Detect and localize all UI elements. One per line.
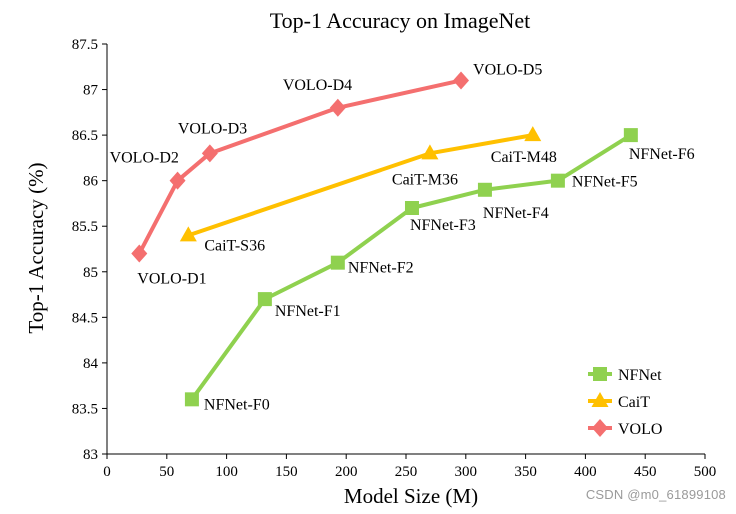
cait-point <box>179 226 197 242</box>
legend-item-nfnet: NFNet <box>588 367 662 384</box>
legend-label: VOLO <box>618 421 662 438</box>
nfnet-point <box>550 173 565 188</box>
legend-label: NFNet <box>618 367 662 384</box>
y-axis-ticks: 83 83.5 84 84.5 85 85.5 86 86.5 87 87.5 <box>72 37 107 463</box>
nfnet-point <box>257 292 272 307</box>
x-tick-label: 0 <box>103 464 111 480</box>
point-label: NFNet-F5 <box>572 174 638 191</box>
legend-item-volo: VOLO <box>588 419 662 438</box>
point-label: CaiT-M48 <box>491 149 557 166</box>
volo-point <box>169 171 186 190</box>
point-label: NFNet-F1 <box>275 303 341 320</box>
legend-swatch-marker <box>591 392 609 407</box>
y-tick-label: 85.5 <box>72 219 98 235</box>
y-tick-label: 84 <box>83 356 99 372</box>
y-tick-label: 87 <box>83 83 99 99</box>
point-label: VOLO-D2 <box>110 150 179 167</box>
watermark: CSDN @m0_61899108 <box>585 487 726 502</box>
x-tick-label: 100 <box>215 464 238 480</box>
volo-series <box>131 71 470 263</box>
x-tick-label: 350 <box>514 464 537 480</box>
legend-swatch-marker <box>592 419 608 437</box>
y-tick-label: 83.5 <box>72 401 98 417</box>
series-layer <box>131 71 638 407</box>
y-tick-label: 84.5 <box>72 310 98 326</box>
point-label: NFNet-F6 <box>629 146 695 163</box>
y-axis-label: Top-1 Accuracy (%) <box>24 162 48 333</box>
nfnet-point <box>477 182 492 197</box>
nfnet-point <box>623 128 638 143</box>
nfnet-point <box>330 255 345 270</box>
x-tick-label: 300 <box>455 464 478 480</box>
x-tick-label: 50 <box>159 464 174 480</box>
x-axis-label: Model Size (M) <box>344 484 478 508</box>
x-tick-label: 450 <box>634 464 657 480</box>
point-label: VOLO-D5 <box>473 61 542 78</box>
volo-point <box>453 71 470 90</box>
point-label: NFNet-F0 <box>204 396 270 413</box>
point-label: VOLO-D4 <box>283 77 352 94</box>
volo-point <box>201 144 218 163</box>
y-tick-label: 85 <box>83 265 98 281</box>
point-label: VOLO-D1 <box>137 271 206 288</box>
nfnet-point <box>184 392 199 407</box>
x-tick-label: 500 <box>694 464 717 480</box>
point-label: NFNet-F2 <box>348 260 414 277</box>
y-tick-label: 86 <box>83 174 99 190</box>
y-tick-label: 86.5 <box>72 128 98 144</box>
nfnet-point <box>404 201 419 215</box>
legend-swatch-marker <box>593 367 607 381</box>
x-tick-label: 150 <box>275 464 298 480</box>
chart-title: Top-1 Accuracy on ImageNet <box>270 8 531 33</box>
cait-point <box>524 126 542 142</box>
y-tick-label: 87.5 <box>72 37 98 53</box>
point-label: NFNet-F4 <box>483 205 549 222</box>
x-tick-label: 400 <box>574 464 597 480</box>
point-labels: NFNet-F0 NFNet-F1 NFNet-F2 NFNet-F3 NFNet-F4… <box>110 61 695 413</box>
cait-series <box>179 126 542 242</box>
volo-point <box>131 244 148 263</box>
point-label: CaiT-M36 <box>392 171 458 188</box>
y-tick-label: 83 <box>83 447 98 463</box>
legend: NFNet CaiT VOLO <box>588 367 662 438</box>
x-axis-ticks: 0 50 100 150 200 250 300 350 400 450 500 <box>103 454 716 480</box>
x-tick-label: 200 <box>335 464 358 480</box>
point-label: NFNet-F3 <box>410 217 476 234</box>
nfnet-series <box>184 128 638 407</box>
point-label: VOLO-D3 <box>178 120 247 137</box>
point-label: CaiT-S36 <box>204 237 265 254</box>
cait-point <box>421 144 439 160</box>
legend-item-cait: CaiT <box>588 392 650 411</box>
volo-point <box>329 98 346 117</box>
x-tick-label: 250 <box>395 464 418 480</box>
legend-label: CaiT <box>618 394 650 411</box>
